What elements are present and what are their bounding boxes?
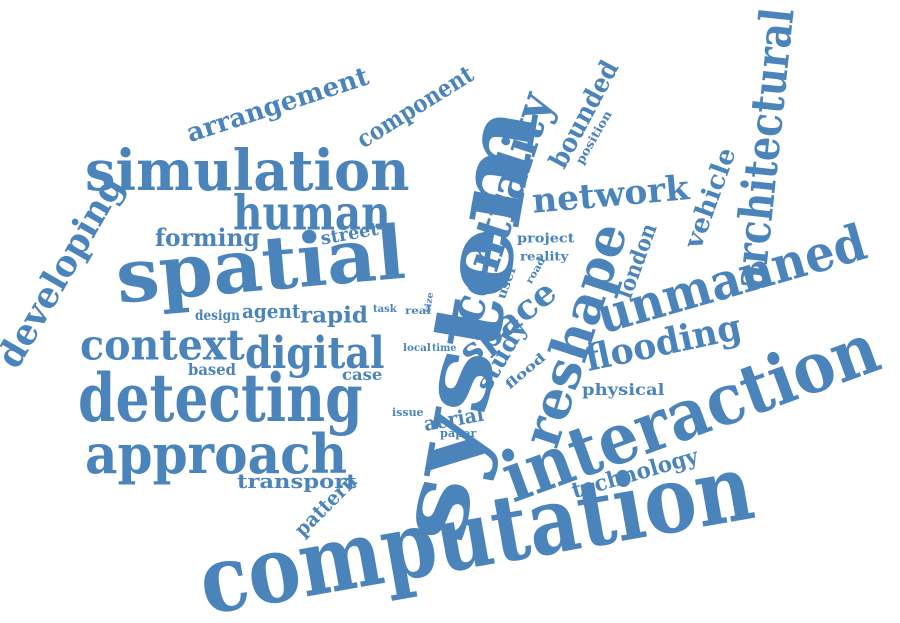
word-task: task [373, 304, 397, 315]
word-arrangement: arrangement [182, 61, 373, 149]
word-transport: transport [237, 469, 357, 493]
word-approach: approach [85, 421, 348, 486]
word-context: context [80, 320, 245, 370]
word-digital: digital [245, 327, 385, 379]
word-forming: forming [155, 222, 260, 252]
word-local: local [403, 343, 431, 354]
word-rapid: rapid [300, 302, 368, 329]
word-case: case [342, 365, 383, 385]
word-issue: issue [392, 406, 424, 420]
word-human: human [233, 185, 391, 242]
word-network: network [530, 168, 691, 222]
word-reality: reality [520, 249, 569, 264]
word-detecting: detecting [78, 359, 363, 438]
word-real: real [405, 306, 431, 317]
word-based: based [188, 360, 236, 380]
word-time: time [432, 343, 457, 354]
word-paper: paper [440, 427, 477, 441]
word-simulation: simulation [85, 138, 410, 205]
word-physical: physical [582, 380, 665, 400]
word-agent: agent [242, 299, 301, 323]
word-design: design [195, 307, 240, 324]
word-project: project [517, 231, 575, 247]
